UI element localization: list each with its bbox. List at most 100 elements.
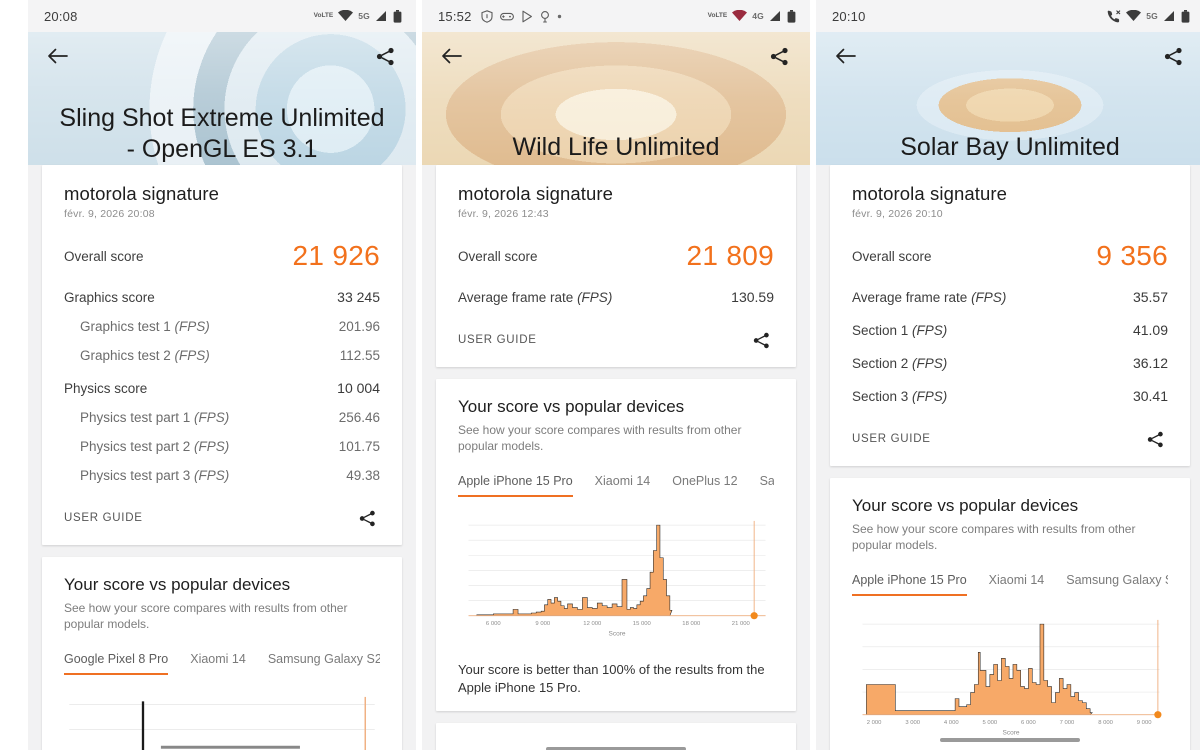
share-icon[interactable]	[766, 43, 792, 69]
compare-card-1: Your score vs popular devices See how yo…	[42, 557, 402, 750]
compare-subtitle: See how your score compares with results…	[458, 423, 742, 453]
play-store-icon	[521, 10, 533, 23]
scroll-indicator[interactable]	[546, 747, 686, 750]
compare-title: Your score vs popular devices	[852, 496, 1079, 515]
wifi-icon	[732, 10, 748, 22]
back-arrow-icon[interactable]	[438, 43, 464, 69]
gamepad-icon	[499, 11, 514, 22]
result-card-3: motorola signature févr. 9, 2026 20:10 O…	[830, 165, 1190, 466]
comparison-note: Your score is better than 100% of the re…	[458, 662, 765, 695]
score-row-label: Section 2 (FPS)	[852, 356, 948, 371]
svg-text:2 000: 2 000	[867, 720, 882, 726]
result-timestamp: févr. 9, 2026 20:08	[64, 208, 155, 220]
share-icon[interactable]	[1142, 426, 1168, 452]
device-tab[interactable]: Sams	[759, 474, 774, 488]
phone-panel-2: 15:52 VoLTE 4G	[422, 0, 810, 750]
score-row-value: 30.41	[1132, 388, 1168, 404]
hero-banner-3: Solar Bay Unlimited	[816, 32, 1200, 165]
result-timestamp: févr. 9, 2026 12:43	[458, 208, 549, 220]
user-guide-row: USER GUIDE	[852, 426, 1168, 452]
score-rows-1: Graphics score 33 245 Graphics test 1 (FP…	[64, 289, 380, 483]
svg-text:7 000: 7 000	[1060, 720, 1075, 726]
back-arrow-icon[interactable]	[832, 43, 858, 69]
network-type-label: 4G	[752, 11, 764, 21]
phone-panel-1: 20:08 VoLTE 5G Sling Shot Extreme	[28, 0, 416, 750]
benchmark-title: Wild Life Unlimited	[512, 133, 720, 161]
battery-icon	[393, 9, 402, 23]
score-row: Graphics test 2 (FPS) 112.55	[64, 348, 380, 363]
score-histogram-2: 6 000 9 000 12 000 15 000 18 000 21 000 Score	[458, 513, 774, 651]
device-tab[interactable]: OnePlus 12	[672, 474, 738, 488]
panel-body-2: motorola signature févr. 9, 2026 12:43 O…	[422, 165, 810, 750]
share-icon[interactable]	[372, 43, 398, 69]
device-tab[interactable]: Xiaomi 14	[594, 474, 651, 488]
signal-icon	[1163, 10, 1176, 22]
user-guide-link[interactable]: USER GUIDE	[458, 334, 537, 346]
overall-score-label: Overall score	[64, 248, 144, 264]
user-guide-row: USER GUIDE	[64, 505, 380, 531]
share-icon[interactable]	[748, 327, 774, 353]
status-bar-2: 15:52 VoLTE 4G	[422, 0, 810, 32]
network-type-label: 5G	[358, 11, 370, 21]
status-clock: 20:08	[44, 8, 78, 24]
signal-icon	[375, 10, 388, 22]
score-row: Section 1 (FPS) 41.09	[852, 322, 1168, 338]
ring-icon	[540, 10, 550, 23]
svg-text:9 000: 9 000	[1137, 720, 1152, 726]
battery-icon	[1181, 9, 1190, 23]
score-row: Physics test part 3 (FPS) 49.38	[64, 468, 380, 483]
wifi-icon	[338, 10, 354, 22]
scroll-indicator[interactable]	[940, 738, 1080, 742]
device-tabs-3[interactable]: Apple iPhone 15 Pro Xiaomi 14 Samsung Gala…	[852, 573, 1168, 596]
device-tab[interactable]: Apple iPhone 15 Pro	[458, 474, 573, 497]
svg-text:Score: Score	[1003, 730, 1020, 737]
volte-icon: VoLTE	[707, 11, 728, 19]
device-tab[interactable]: Samsung Galaxy S2	[1066, 573, 1168, 587]
svg-text:21 000: 21 000	[732, 621, 751, 627]
svg-text:8 000: 8 000	[1098, 720, 1113, 726]
share-icon[interactable]	[354, 505, 380, 531]
svg-text:6 000: 6 000	[1021, 720, 1036, 726]
device-tab[interactable]: Xiaomi 14	[190, 652, 246, 666]
signal-icon	[769, 10, 782, 22]
device-tab[interactable]: Apple iPhone 15 Pro	[852, 573, 967, 596]
user-guide-link[interactable]: USER GUIDE	[852, 433, 931, 445]
phone-panel-3: 20:10 5G Solar Bay Unlimited	[816, 0, 1200, 750]
status-clock: 20:10	[832, 8, 866, 24]
score-row: Graphics test 1 (FPS) 201.96	[64, 319, 380, 334]
compare-card-3: Your score vs popular devices See how yo…	[830, 478, 1190, 750]
overall-score-value: 9 356	[1096, 240, 1168, 271]
score-row: Graphics score 33 245	[64, 289, 380, 305]
device-tab[interactable]: Xiaomi 14	[988, 573, 1045, 587]
score-row: Section 2 (FPS) 36.12	[852, 355, 1168, 371]
overall-score-label: Overall score	[852, 248, 932, 264]
shield-icon	[480, 9, 493, 23]
score-row-label: Graphics test 2 (FPS)	[80, 348, 210, 363]
dot-icon	[557, 14, 562, 19]
overall-score-row: Overall score 9 356	[852, 240, 1168, 272]
compare-card-2: Your score vs popular devices See how yo…	[436, 379, 796, 711]
missed-call-icon	[1107, 9, 1121, 23]
device-tabs-1[interactable]: Google Pixel 8 Pro Xiaomi 14 Samsung Galax…	[64, 652, 380, 675]
svg-text:3 000: 3 000	[905, 720, 920, 726]
wifi-icon	[1126, 10, 1142, 22]
share-icon[interactable]	[1160, 43, 1186, 69]
device-tab[interactable]: Samsung Galaxy S24	[267, 652, 380, 666]
panel-body-3: motorola signature févr. 9, 2026 20:10 O…	[816, 165, 1200, 750]
score-rows-3: Average frame rate (FPS) 35.57 Section 1 (…	[852, 289, 1168, 404]
hero-banner-1: Sling Shot Extreme Unlimited - OpenGL ES…	[28, 32, 416, 165]
score-row-label: Physics test part 3 (FPS)	[80, 468, 230, 483]
device-tabs-2[interactable]: Apple iPhone 15 Pro Xiaomi 14 OnePlus 12 Sa…	[458, 474, 774, 497]
status-bar-1: 20:08 VoLTE 5G	[28, 0, 416, 32]
device-tab[interactable]: Google Pixel 8 Pro	[64, 652, 169, 675]
overall-score-value: 21 926	[292, 240, 380, 271]
user-guide-row: USER GUIDE	[458, 327, 774, 353]
svg-text:6 000: 6 000	[486, 621, 501, 627]
svg-text:12 000: 12 000	[583, 621, 602, 627]
user-guide-link[interactable]: USER GUIDE	[64, 512, 143, 524]
volte-icon: VoLTE	[313, 11, 334, 19]
score-row-value: 49.38	[346, 468, 380, 483]
result-card-1: motorola signature févr. 9, 2026 20:08 O…	[42, 165, 402, 545]
back-arrow-icon[interactable]	[44, 43, 70, 69]
